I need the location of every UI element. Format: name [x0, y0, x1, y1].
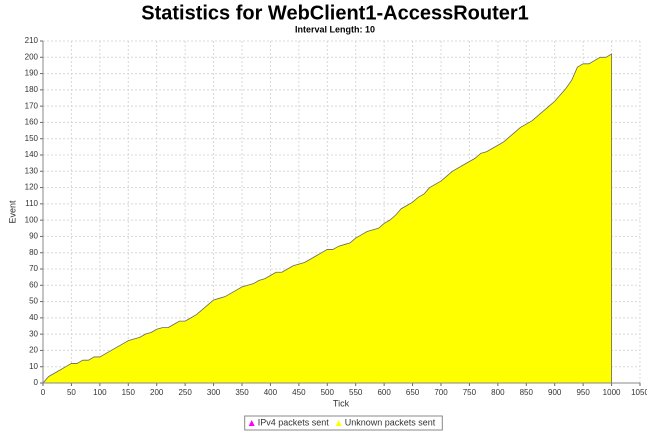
y-tick-label: 190 [25, 69, 39, 78]
legend-box [244, 415, 443, 431]
y-tick-label: 180 [25, 85, 39, 94]
x-tick-label: 200 [150, 388, 164, 397]
x-tick-label: 1000 [603, 388, 621, 397]
x-tick-label: 250 [178, 388, 192, 397]
x-tick-label: 550 [349, 388, 363, 397]
x-axis-label: Tick [333, 398, 350, 408]
y-tick-label: 160 [25, 118, 39, 127]
x-tick-label: 350 [235, 388, 249, 397]
chart-title: Statistics for WebClient1-AccessRouter1 [141, 2, 529, 24]
y-tick-label: 120 [25, 183, 39, 192]
y-tick-label: 170 [25, 101, 39, 110]
legend: IPv4 packets sent Unknown packets sent [244, 415, 443, 431]
x-tick-label: 950 [576, 388, 590, 397]
legend-marker [335, 420, 342, 426]
y-tick-label: 80 [29, 248, 38, 257]
y-tick-label: 30 [29, 329, 38, 338]
y-tick-label: 20 [29, 346, 38, 355]
x-tick-label: 0 [41, 388, 46, 397]
y-tick-label: 50 [29, 297, 38, 306]
x-tick-label: 500 [321, 388, 335, 397]
x-tick-label: 100 [93, 388, 107, 397]
y-tick-label: 90 [29, 232, 38, 241]
x-tick-label: 1050 [631, 388, 647, 397]
y-tick-label: 0 [34, 378, 39, 387]
legend-label: IPv4 packets sent [258, 417, 330, 427]
y-tick-label: 100 [25, 215, 39, 224]
y-tick-label: 70 [29, 264, 38, 273]
x-tick-label: 850 [520, 388, 534, 397]
x-tick-label: 650 [406, 388, 420, 397]
x-tick-label: 50 [67, 388, 76, 397]
x-tick-label: 450 [292, 388, 306, 397]
legend-label: Unknown packets sent [345, 417, 436, 427]
y-tick-label: 40 [29, 313, 38, 322]
y-tick-label: 150 [25, 134, 39, 143]
x-tick-label: 700 [434, 388, 448, 397]
area [42, 53, 612, 384]
y-tick-label: 140 [25, 150, 39, 159]
y-tick-label: 10 [29, 362, 38, 371]
y-axis-label: Event [7, 200, 17, 224]
y-tick-label: 210 [25, 36, 39, 45]
x-tick-label: 400 [264, 388, 278, 397]
x-tick-label: 800 [491, 388, 505, 397]
x-tick-label: 900 [548, 388, 562, 397]
x-tick-label: 150 [122, 388, 136, 397]
chart-subtitle: Interval Length: 10 [295, 24, 375, 34]
y-tick-label: 200 [25, 52, 39, 61]
x-tick-label: 300 [207, 388, 221, 397]
legend-marker [248, 420, 255, 426]
x-tick-label: 750 [463, 388, 477, 397]
y-tick-label: 60 [29, 280, 38, 289]
x-tick-label: 600 [377, 388, 391, 397]
y-tick-label: 110 [25, 199, 38, 208]
y-tick-label: 130 [25, 166, 39, 175]
